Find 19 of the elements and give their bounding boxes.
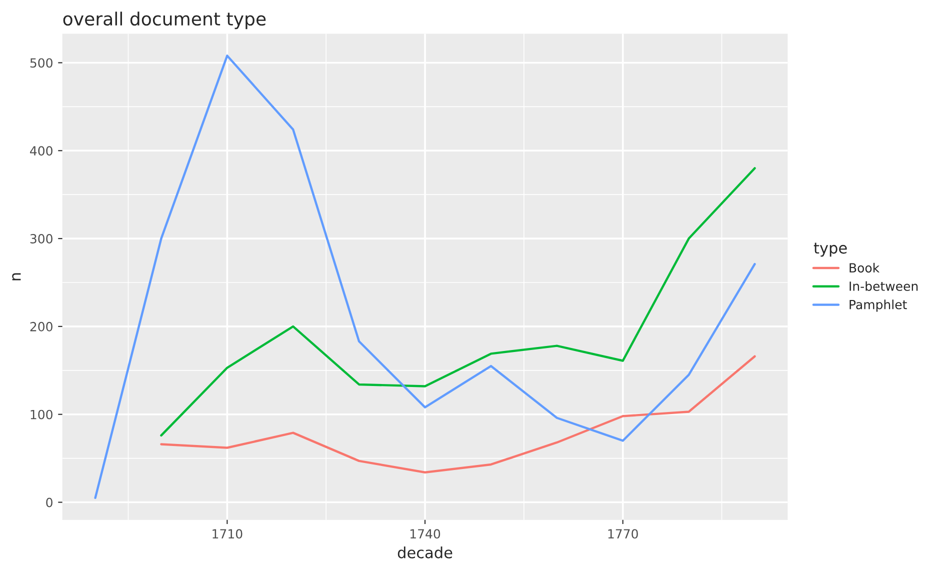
y-tick-label: 200 <box>30 322 52 332</box>
legend-title: type <box>814 242 847 257</box>
x-tick-label: 1770 <box>608 529 638 539</box>
y-tick-label: 100 <box>30 410 52 420</box>
y-axis-title: n <box>12 273 21 280</box>
line-series <box>160 355 756 474</box>
x-axis-title: decade <box>398 546 452 558</box>
x-tick-label: 1710 <box>212 529 242 539</box>
y-tick-label: 500 <box>30 58 52 68</box>
legend-label: Book <box>850 262 880 273</box>
legend-label: Pamphlet <box>850 300 907 312</box>
chart-title: overall document type <box>63 12 266 30</box>
y-tick-label: 400 <box>30 146 52 156</box>
y-tick-label: 0 <box>46 498 52 508</box>
legend-label: In-between <box>850 281 918 291</box>
line-series <box>160 167 756 437</box>
line-series <box>94 54 756 499</box>
y-tick-label: 300 <box>30 234 52 244</box>
x-tick-label: 1740 <box>410 529 440 539</box>
